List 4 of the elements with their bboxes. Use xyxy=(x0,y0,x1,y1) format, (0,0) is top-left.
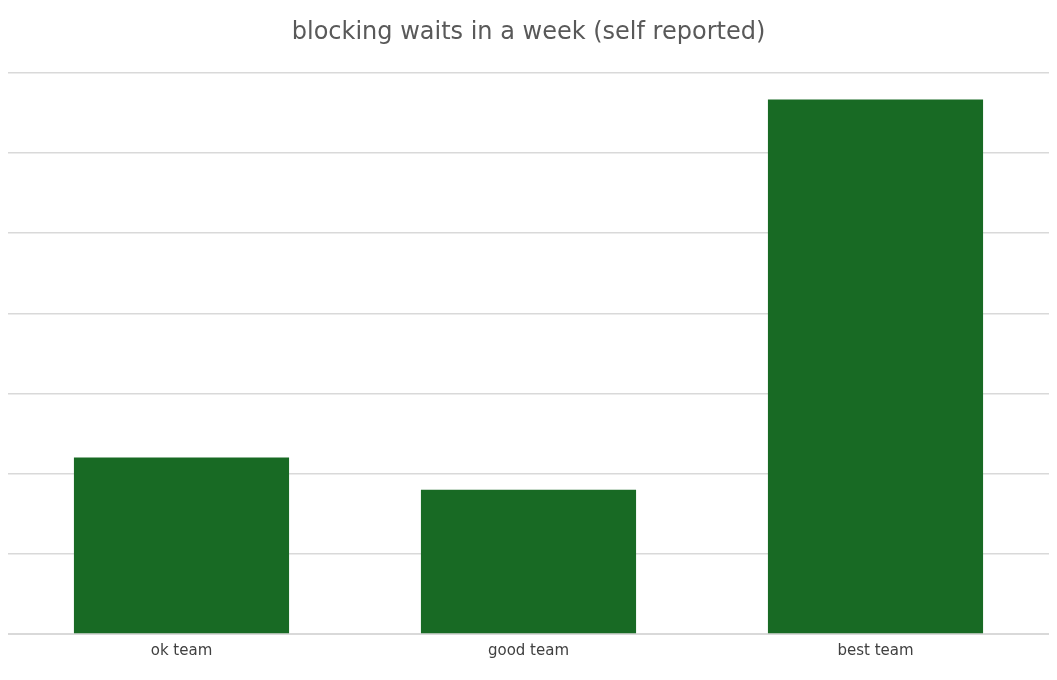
x-tick-label: good team xyxy=(487,640,570,659)
chart-title: blocking waits in a week (self reported) xyxy=(291,16,766,45)
x-tick-label: ok team xyxy=(150,640,213,659)
x-tick-label: best team xyxy=(837,640,914,659)
